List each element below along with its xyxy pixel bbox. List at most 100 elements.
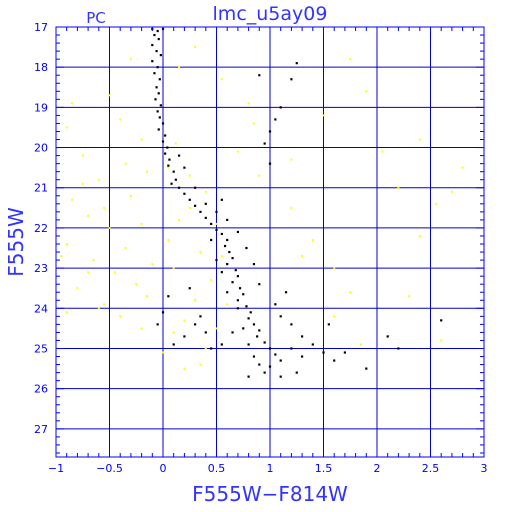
y-tick-label: 25 (34, 342, 48, 355)
comparison-star-point (349, 58, 352, 61)
comparison-star-point (434, 202, 437, 205)
comparison-star-point (178, 218, 181, 221)
comparison-star-point (226, 303, 229, 306)
primary-star-point (167, 164, 170, 167)
y-tick-labels: 17 18 19 20 21 22 23 24 25 26 27 (34, 21, 48, 436)
comparison-star-point (124, 162, 127, 165)
primary-star-point (258, 329, 261, 332)
primary-star-point (223, 244, 227, 248)
primary-star-point (343, 351, 346, 354)
comparison-star-point (418, 138, 421, 141)
comparison-star-point (194, 299, 197, 302)
comparison-star-point (87, 214, 90, 217)
primary-star-point (151, 43, 154, 47)
comparison-star-point (311, 238, 314, 241)
comparison-star-point (151, 263, 154, 266)
comparison-star-point (140, 327, 143, 330)
comparison-star-point (119, 315, 122, 318)
primary-star-point (238, 287, 242, 290)
x-tick-label: 0 (160, 462, 167, 475)
comparison-star-point (290, 158, 293, 161)
primary-star-point (204, 202, 207, 205)
comparison-star-point (108, 226, 111, 229)
comparison-star-point (440, 339, 443, 342)
primary-star-point (301, 335, 304, 338)
comparison-star-point (220, 78, 223, 81)
primary-star-point (252, 323, 256, 326)
primary-star-point (157, 37, 160, 41)
primary-star-point (231, 281, 234, 284)
comparison-star-point (145, 170, 148, 173)
comparison-star-point (124, 247, 127, 250)
y-tick-label: 18 (34, 61, 48, 74)
comparison-star-point (103, 206, 106, 209)
primary-star-point (301, 355, 304, 358)
comparison-star-point (81, 154, 84, 157)
y-tick-label: 22 (34, 222, 48, 235)
primary-star-point (215, 228, 218, 232)
primary-star-point (274, 303, 277, 306)
x-tick-label: 2.5 (422, 462, 440, 475)
primary-star-point (199, 315, 202, 318)
comparison-star-point (199, 363, 202, 366)
comparison-star-point (215, 222, 218, 225)
comparison-star-point (333, 267, 336, 270)
y-tick-label: 19 (34, 101, 48, 114)
comparison-star-point (199, 251, 202, 254)
comparison-star-point (92, 259, 95, 262)
primary-star-point (386, 335, 389, 338)
comparison-star-point (194, 46, 197, 49)
primary-star-point (153, 33, 156, 37)
x-tick-label: 3 (481, 462, 488, 475)
comparison-star-point (76, 287, 79, 290)
comparison-star-point (135, 283, 138, 286)
primary-star-point (183, 335, 186, 338)
primary-star-point (194, 186, 197, 189)
primary-star-point (263, 142, 266, 145)
primary-star-point (290, 78, 293, 81)
primary-star-point (247, 317, 250, 320)
primary-star-point (194, 204, 197, 207)
primary-star-point (231, 331, 234, 334)
comparison-star-point (65, 126, 68, 129)
x-tick-label: −0.5 (96, 462, 123, 475)
chart-title: lmc_u5ay09 (213, 3, 328, 25)
primary-star-point (236, 275, 239, 278)
grid-lines (56, 27, 484, 457)
primary-star-point (199, 210, 202, 213)
comparison-star-point (119, 118, 122, 121)
comparison-star-point (215, 327, 218, 330)
comparison-star-point (71, 198, 74, 201)
primary-star-point (210, 238, 213, 242)
primary-star-point (311, 343, 314, 346)
comparison-star-point (301, 255, 304, 258)
comparison-star-point (174, 142, 177, 145)
primary-star-point (245, 305, 248, 308)
primary-star-point (226, 291, 229, 294)
x-tick-label: 0.5 (208, 462, 226, 475)
primary-star-point (156, 110, 159, 113)
primary-star-point (153, 72, 156, 75)
comparison-star-point (365, 90, 368, 93)
comparison-star-point (252, 122, 255, 125)
x-tick-label: 1.5 (315, 462, 333, 475)
primary-star-point (154, 98, 157, 101)
primary-star-point (258, 363, 261, 366)
primary-star-point (172, 170, 175, 173)
primary-star-point (274, 118, 277, 121)
comparison-star-point (418, 234, 421, 237)
comparison-star-point (103, 303, 106, 306)
primary-star-point (268, 365, 272, 368)
primary-star-point (157, 128, 160, 131)
primary-star-point (188, 198, 191, 201)
comparison-star-point (129, 58, 132, 61)
comparison-star-point (162, 351, 164, 354)
comparison-star-point (178, 66, 181, 69)
primary-star-point (151, 60, 154, 63)
primary-star-point (210, 347, 213, 350)
x-axis-label: F555W−F814W (192, 482, 348, 506)
primary-star-point (290, 347, 293, 350)
primary-star-point (183, 166, 186, 169)
comparison-star-point (450, 190, 453, 193)
